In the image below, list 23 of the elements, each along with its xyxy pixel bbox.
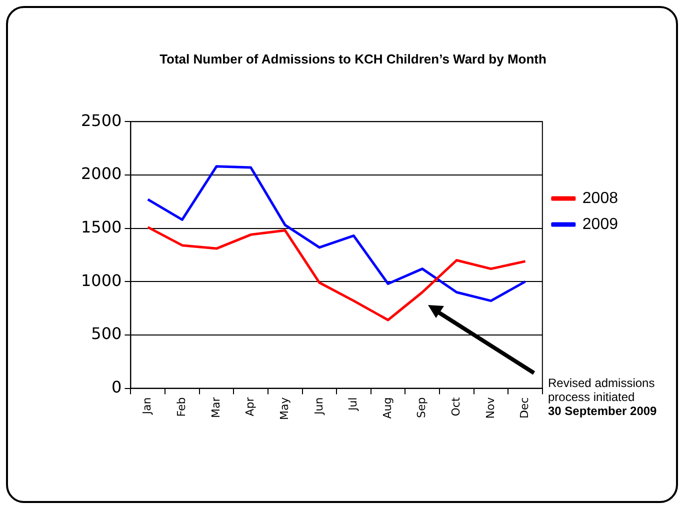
y-tick-label: 1500: [81, 217, 122, 236]
legend-label: 2009: [582, 216, 618, 233]
x-tick-label: Apr: [244, 396, 257, 416]
y-tick-label: 2000: [81, 164, 122, 184]
x-tick-label: May: [278, 396, 291, 420]
y-tick-label: 0: [112, 377, 122, 396]
x-tick-label: Aug: [380, 397, 394, 419]
text: 30 September 2009: [548, 404, 658, 418]
y-tick-label: 1000: [81, 270, 122, 290]
x-tick-label: Nov: [484, 396, 497, 419]
x-tick-label: Jun: [312, 397, 326, 416]
x-tick-label: Sep: [415, 397, 428, 418]
x-tick-label: Dec: [518, 397, 532, 419]
y-tick-label: 500: [91, 324, 122, 344]
legend-label: 2008: [582, 190, 618, 207]
x-tick-label: Jul: [346, 397, 360, 412]
x-tick-label: Feb: [175, 397, 188, 417]
text: Revised admissions process initiated: [548, 376, 656, 404]
chart-title: Total Number of Admissions to KCH Children’s Ward by Month: [160, 51, 546, 66]
x-tick-label: Jan: [140, 397, 154, 416]
x-tick-label: Oct: [449, 396, 462, 416]
x-tick-label: Mar: [209, 396, 222, 418]
y-tick-label: 2500: [81, 110, 122, 130]
